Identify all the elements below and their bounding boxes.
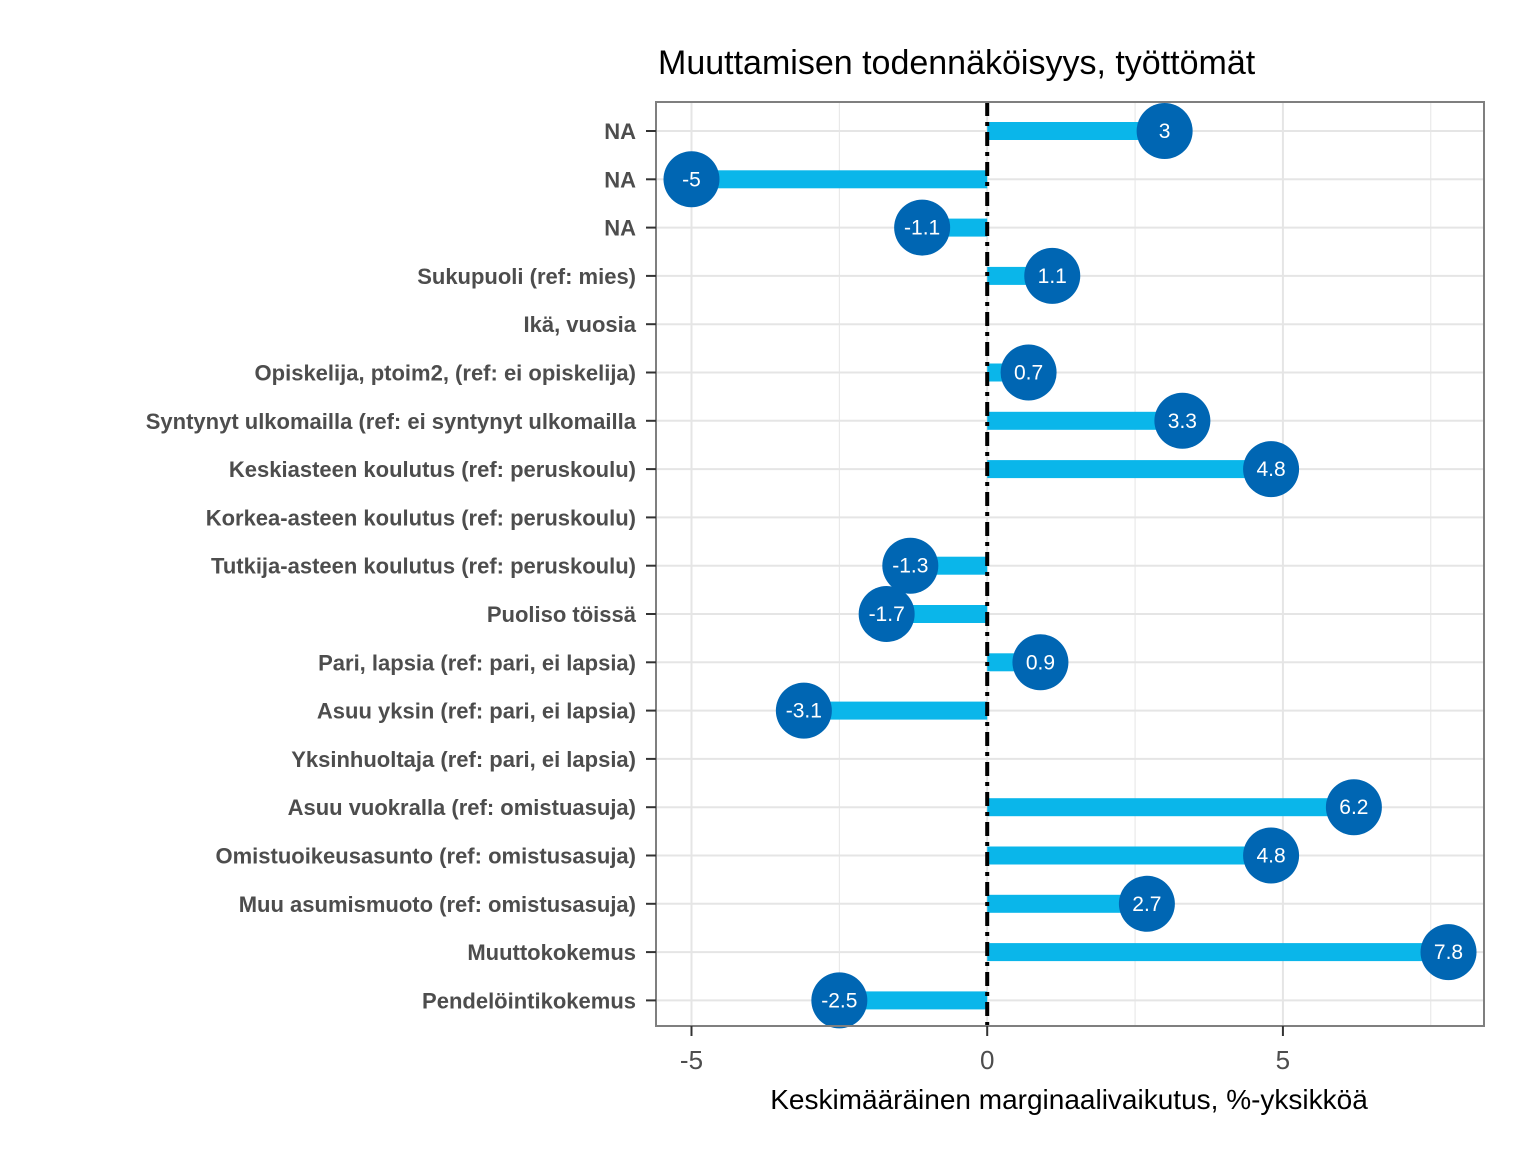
data-label: -2.5 [821, 989, 857, 1012]
data-label: 1.1 [1038, 265, 1067, 288]
data-label: 0.9 [1026, 651, 1055, 674]
bar [987, 846, 1272, 865]
point-marker [775, 682, 832, 739]
data-label: 2.7 [1132, 893, 1161, 916]
category-label: NA [604, 216, 636, 241]
point-marker [1243, 827, 1300, 884]
point-marker [882, 537, 939, 594]
point-marker [1000, 344, 1057, 401]
point-marker [1325, 779, 1382, 836]
bar [987, 894, 1147, 913]
x-tick-label: 0 [980, 1045, 994, 1075]
bar [803, 701, 988, 720]
data-label: -5 [682, 168, 701, 191]
category-label: Korkea-asteen koulutus (ref: peruskoulu) [206, 505, 636, 530]
point-marker [1154, 392, 1211, 449]
category-label: NA [604, 119, 636, 144]
data-label: 7.8 [1434, 941, 1463, 964]
category-label: Muu asumismuoto (ref: omistusasuja) [239, 892, 636, 917]
category-label: Keskiasteen koulutus (ref: peruskoulu) [229, 457, 636, 482]
bar [691, 170, 988, 189]
point-marker [894, 199, 951, 256]
point-marker [1024, 247, 1081, 304]
bar [987, 460, 1272, 479]
category-label: Tutkija-asteen koulutus (ref: peruskoulu… [211, 554, 636, 579]
category-label: Opiskelija, ptoim2, (ref: ei opiskelija) [255, 361, 636, 386]
x-tick-label: -5 [680, 1045, 703, 1075]
data-label: -3.1 [786, 700, 822, 723]
category-label: Omistuoikeusasunto (ref: omistusasuja) [215, 844, 636, 869]
point-marker [1118, 875, 1175, 932]
category-labels: NA NA NA Sukupuoli (ref: mies) Ikä, vuosia Op… [146, 119, 656, 1013]
data-label: 4.8 [1256, 458, 1285, 481]
data-label: 4.8 [1256, 845, 1285, 868]
data-label: 0.7 [1014, 362, 1043, 385]
bar [987, 411, 1183, 430]
data-label: 6.2 [1339, 796, 1368, 819]
points: 3 -5 -1.1 1.1 0.7 3.3 4.8 -1.3 -1.7 0.9 -3.1 6.2 4.8… [663, 103, 1477, 1029]
category-label: Syntynyt ulkomailla (ref: ei syntynyt ul… [146, 409, 637, 434]
chart-title: Muuttamisen todennäköisyys, työttömät [658, 44, 1256, 82]
plot-frame [655, 101, 1485, 1027]
point-marker [1012, 634, 1069, 691]
category-label: Asuu yksin (ref: pari, ei lapsia) [317, 699, 636, 724]
point-marker [1243, 441, 1300, 498]
x-axis-ticks: -5 0 5 [680, 1026, 1290, 1075]
category-label: NA [604, 167, 636, 192]
point-marker [663, 151, 720, 208]
data-label: 3.3 [1168, 410, 1197, 433]
category-label: Yksinhuoltaja (ref: pari, ei lapsia) [291, 747, 636, 772]
category-label: Muuttokokemus [467, 940, 636, 965]
bar [987, 943, 1449, 962]
data-label: -1.1 [904, 217, 940, 240]
category-label: Pendelöintikokemus [422, 988, 636, 1013]
x-tick-label: 5 [1276, 1045, 1290, 1075]
bar [987, 122, 1165, 140]
bar [839, 991, 988, 1010]
point-marker [1136, 103, 1193, 159]
data-label: 3 [1159, 120, 1171, 143]
x-axis-title: Keskimääräinen marginaalivaikutus, %-yks… [770, 1084, 1368, 1115]
category-label: Puoliso töissä [487, 602, 637, 627]
point-marker [858, 586, 915, 642]
category-label: Pari, lapsia (ref: pari, ei lapsia) [318, 650, 636, 675]
category-label: Ikä, vuosia [523, 312, 636, 337]
data-label: -1.3 [892, 555, 928, 578]
point-marker [811, 972, 868, 1029]
bar [987, 798, 1354, 817]
data-label: -1.7 [869, 603, 905, 626]
gridlines [656, 102, 1484, 1026]
category-label: Sukupuoli (ref: mies) [417, 264, 636, 289]
point-marker [1420, 924, 1477, 981]
category-label: Asuu vuokralla (ref: omistuasuja) [288, 795, 636, 820]
